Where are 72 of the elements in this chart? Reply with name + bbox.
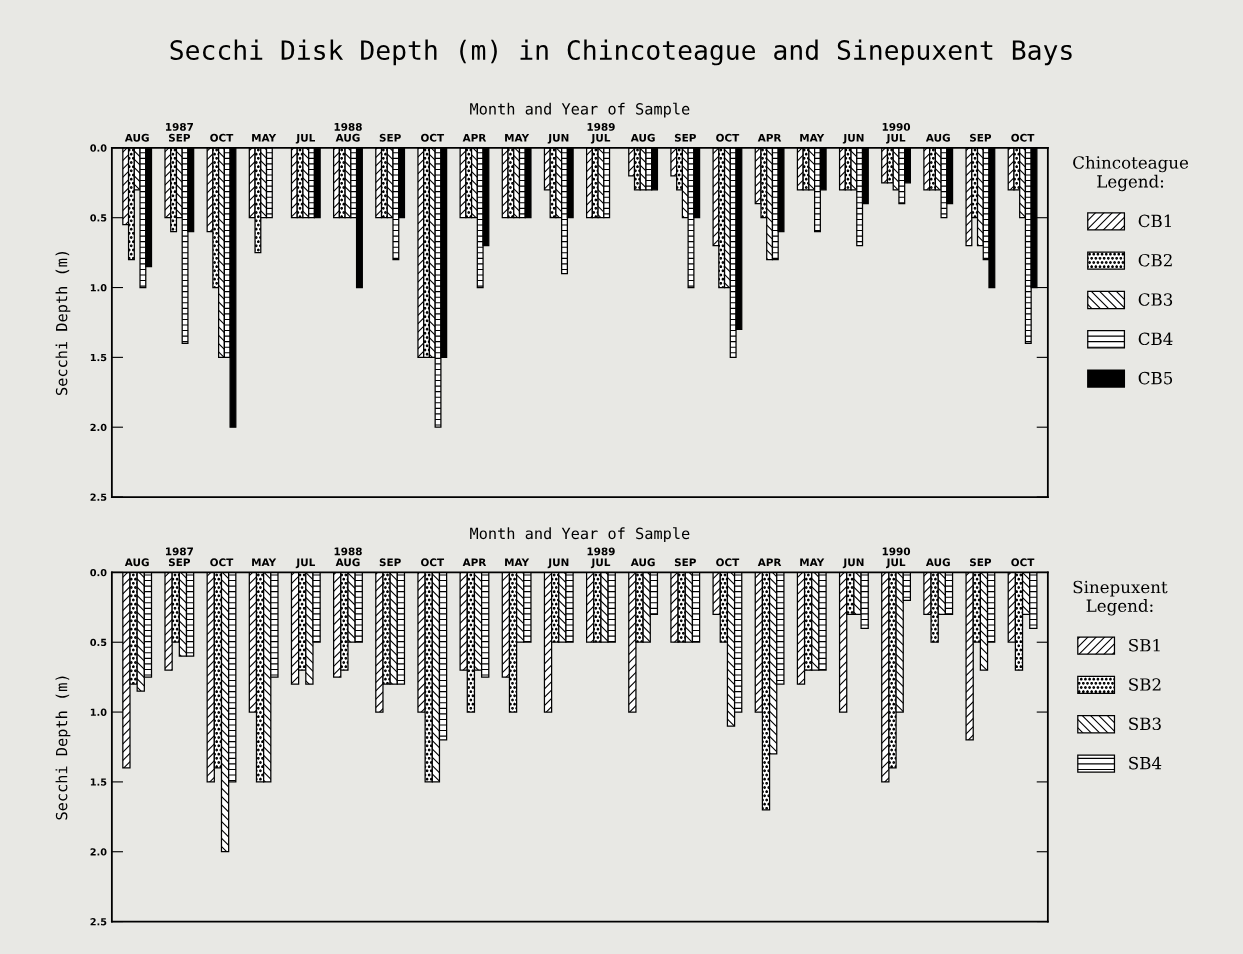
x-tick-label: APR bbox=[462, 133, 487, 142]
legend-label: CB4 bbox=[1138, 332, 1173, 346]
x-tick-label: SEP bbox=[674, 558, 696, 567]
x-tick-label: SEP bbox=[674, 133, 696, 142]
x-tick-label: AUG bbox=[630, 558, 655, 567]
y-tick-label: 2.5 bbox=[90, 493, 107, 501]
x-tick-label: MAY bbox=[252, 558, 277, 567]
x-tick-label: JUN bbox=[842, 558, 864, 569]
legend-label: CB3 bbox=[1138, 293, 1173, 306]
x-tick-label: AUG bbox=[925, 133, 950, 142]
x-tick-label: MAY bbox=[252, 133, 277, 142]
x-axis-title: Month and Year of Sample bbox=[470, 102, 690, 118]
x-tick-label: MAY bbox=[800, 558, 825, 567]
y-tick-label: 1.0 bbox=[90, 284, 107, 292]
x-tick-label: 1990 JUL bbox=[882, 122, 911, 144]
x-tick-label: OCT bbox=[1011, 133, 1035, 142]
x-tick-label: OCT bbox=[716, 133, 740, 142]
y-tick-label: 0.0 bbox=[90, 144, 107, 152]
x-tick-label: AUG bbox=[124, 558, 149, 567]
y-tick-label: 0.5 bbox=[90, 638, 107, 647]
x-tick-label: 1987 SEP bbox=[166, 122, 193, 142]
x-tick-label: AUG bbox=[124, 133, 149, 142]
y-tick-label: 2.0 bbox=[90, 423, 107, 432]
y-tick-label: 0.0 bbox=[90, 568, 107, 577]
x-tick-label: 1989 JUL bbox=[587, 122, 615, 144]
legend-label: CB5 bbox=[1138, 371, 1173, 385]
x-tick-label: 1988 AUG bbox=[334, 122, 362, 142]
x-tick-label: SEP bbox=[970, 133, 992, 142]
x-axis-title: Month and Year of Sample bbox=[470, 527, 690, 543]
x-tick-label: MAY bbox=[505, 133, 530, 142]
x-tick-label: OCT bbox=[1011, 558, 1035, 567]
chart-title: Secchi Disk Depth (m) in Chincoteague and Sinepuxent Bays bbox=[170, 39, 1072, 66]
x-tick-label: OCT bbox=[421, 133, 445, 142]
legend-label: SB3 bbox=[1129, 717, 1161, 731]
x-tick-label: OCT bbox=[421, 558, 445, 567]
x-tick-label: MAY bbox=[505, 558, 530, 567]
x-tick-label: APR bbox=[757, 133, 782, 142]
y-axis-title: Secchi Depth (m) bbox=[55, 252, 71, 395]
legend-title: Sinepuxent Legend: bbox=[1073, 580, 1168, 616]
x-tick-label: 1987 SEP bbox=[166, 547, 193, 567]
legend-title: Chincoteague Legend: bbox=[1073, 155, 1189, 192]
x-tick-label: OCT bbox=[210, 133, 234, 142]
y-tick-label: 1.5 bbox=[90, 353, 107, 362]
x-tick-label: AUG bbox=[630, 133, 655, 142]
x-tick-label: JUN bbox=[547, 558, 569, 569]
x-tick-label: MAY bbox=[800, 133, 825, 142]
y-tick-label: 2.0 bbox=[90, 848, 107, 856]
y-tick-label: 0.5 bbox=[90, 214, 107, 222]
y-tick-label: 1.0 bbox=[90, 708, 107, 716]
x-tick-label: 1988 AUG bbox=[334, 547, 362, 567]
x-tick-label: 1989 JUL bbox=[587, 547, 615, 569]
legend-label: CB1 bbox=[1138, 214, 1171, 228]
x-tick-label: SEP bbox=[379, 133, 401, 142]
x-tick-label: AUG bbox=[925, 558, 950, 567]
legend-label: SB1 bbox=[1129, 638, 1160, 652]
x-tick-label: JUL bbox=[295, 133, 316, 144]
x-tick-label: OCT bbox=[210, 558, 234, 567]
y-tick-label: 2.5 bbox=[90, 918, 107, 926]
x-tick-label: APR bbox=[462, 558, 487, 567]
x-tick-label: JUL bbox=[295, 558, 316, 569]
x-tick-label: SEP bbox=[970, 558, 992, 567]
legend-label: SB2 bbox=[1129, 678, 1161, 691]
y-tick-label: 1.5 bbox=[90, 778, 107, 786]
x-tick-label: 1990 JUL bbox=[882, 547, 911, 569]
legend-label: CB2 bbox=[1138, 253, 1172, 267]
x-tick-label: APR bbox=[757, 558, 782, 567]
legend-label: SB4 bbox=[1129, 756, 1162, 770]
x-tick-label: SEP bbox=[379, 558, 401, 567]
x-tick-label: JUN bbox=[547, 133, 569, 144]
x-tick-label: JUN bbox=[842, 133, 864, 144]
y-axis-title: Secchi Depth (m) bbox=[55, 676, 71, 820]
x-tick-label: OCT bbox=[716, 558, 740, 567]
